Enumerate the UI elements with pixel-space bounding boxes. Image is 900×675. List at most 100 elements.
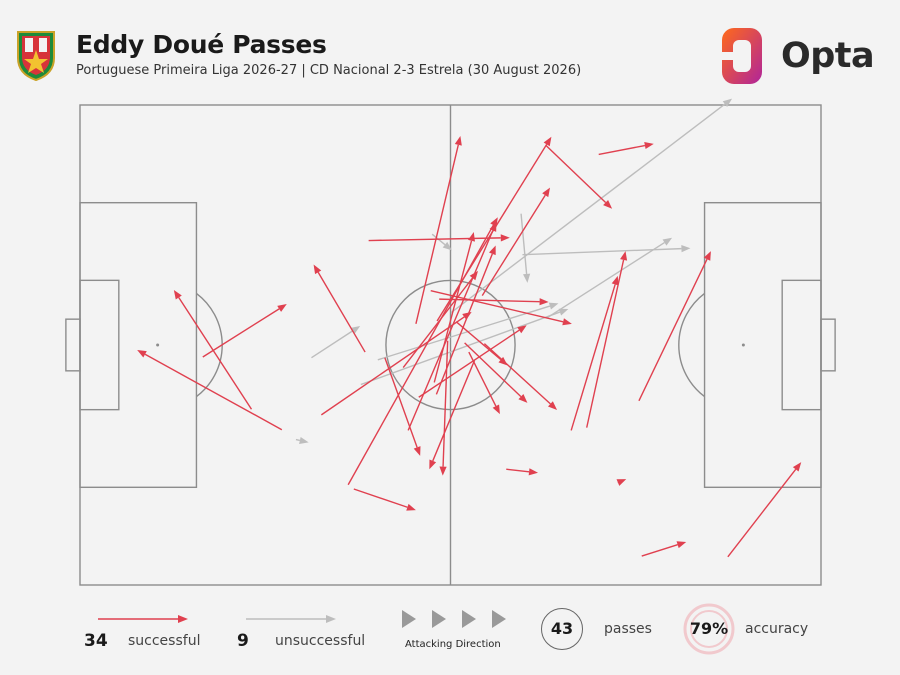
successful-pass-arrow: [455, 321, 508, 366]
penalty-box-right: [703, 201, 822, 489]
legend-unsuccessful-arrowhead: [326, 615, 336, 623]
direction-triangle-icon: [432, 610, 446, 628]
successful-pass-arrow: [638, 251, 711, 402]
pass-arrowhead: [350, 325, 361, 334]
pass-line: [178, 297, 253, 410]
pass-line: [586, 259, 625, 428]
successful-pass-arrow: [137, 349, 283, 431]
pass-line: [384, 357, 418, 448]
successful-pass-arrow: [727, 462, 802, 558]
successful-pass-arrow: [483, 343, 558, 410]
unsuccessful-pass-arrow: [377, 302, 559, 361]
pass-arrowhead: [469, 270, 479, 281]
successful-pass-arrow: [418, 325, 527, 398]
six-yard-box-left: [79, 279, 120, 411]
pass-arrowhead: [492, 404, 500, 415]
pass-arrowhead: [539, 298, 549, 306]
successful-pass-arrow: [433, 232, 475, 383]
page-title: Eddy Doué Passes: [76, 30, 327, 59]
pass-arrowhead: [498, 356, 508, 366]
pass-line: [402, 277, 474, 369]
pass-arrowhead: [468, 232, 475, 242]
legend-successful-arrowhead: [178, 615, 188, 623]
successful-pass-arrow: [641, 541, 687, 557]
successful-pass-arrow: [353, 488, 416, 511]
unsuccessful-pass-arrow: [360, 308, 569, 386]
successful-pass-arrow: [545, 144, 613, 209]
accuracy-ring-outer: [683, 603, 735, 655]
successful-pass-arrow: [368, 234, 510, 242]
pass-line: [506, 468, 530, 473]
accuracy-badge: 79%: [684, 604, 734, 654]
unsuccessful-label: unsuccessful: [275, 633, 366, 649]
opta-wordmark: Opta: [781, 36, 875, 76]
pass-line: [520, 213, 528, 274]
pass-line: [435, 253, 493, 395]
pass-arrowhead: [547, 401, 558, 410]
pass-arrowhead: [558, 308, 569, 316]
pass-arrowhead: [137, 349, 147, 358]
successful-pass-arrow: [570, 275, 619, 431]
pass-line: [481, 194, 546, 296]
pass-line: [433, 240, 473, 383]
pass-line: [598, 144, 646, 156]
attacking-direction-label: Attacking Direction: [405, 639, 501, 650]
pass-arrowhead: [277, 304, 287, 312]
legend: 34 successful 9 unsuccessful: [0, 596, 900, 675]
pass-arrowhead: [500, 234, 510, 242]
pass-arrowhead: [620, 251, 628, 261]
pass-line: [450, 103, 726, 314]
penalty-arc-right: [678, 292, 705, 398]
direction-triangle-icon: [462, 610, 476, 628]
successful-pass-arrow: [616, 479, 627, 486]
pass-line: [368, 237, 501, 242]
unsuccessful-pass-arrow: [546, 237, 673, 319]
pass-arrowhead: [439, 466, 447, 476]
pass-line: [320, 316, 465, 416]
pass-line: [360, 311, 561, 386]
pass-arrowhead: [518, 394, 528, 403]
pass-line: [546, 241, 665, 319]
pass-arrowhead: [413, 446, 421, 456]
pass-arrowhead: [792, 462, 802, 472]
pass-line: [436, 144, 548, 322]
penalty-spot-right: [741, 343, 745, 347]
pass-line: [464, 342, 522, 398]
pass-line: [483, 343, 551, 405]
pass-line: [377, 305, 551, 361]
pass-line: [418, 329, 520, 398]
pass-line: [407, 230, 494, 431]
unsuccessful-pass-arrow: [295, 436, 309, 444]
pass-arrowhead: [528, 468, 539, 476]
successful-pass-arrow: [415, 136, 462, 324]
unsuccessful-pass-arrow: [522, 245, 691, 256]
pass-arrowhead: [173, 289, 182, 300]
successful-pass-arrow: [435, 245, 496, 395]
successful-count: 34: [84, 631, 108, 651]
pass-arrowhead: [644, 141, 654, 150]
pass-line: [638, 258, 708, 402]
direction-triangle-icon: [492, 610, 506, 628]
pass-line: [295, 438, 301, 442]
pass-arrowhead: [406, 503, 416, 511]
successful-pass-arrow: [481, 187, 551, 296]
pass-arrowhead: [548, 302, 559, 310]
pass-arrowhead: [442, 241, 452, 251]
page-subtitle: Portuguese Primeira Liga 2026-27 | CD Na…: [76, 63, 582, 78]
pass-line: [430, 289, 564, 323]
pass-arrowhead: [676, 541, 687, 549]
successful-pass-arrow: [464, 342, 528, 403]
successful-pass-arrow: [430, 289, 572, 326]
pass-line: [468, 351, 497, 407]
pass-arrowhead: [488, 245, 496, 256]
estrela-crest-icon: [17, 31, 55, 82]
goal-left: [65, 318, 81, 372]
pass-arrowhead: [299, 436, 309, 444]
successful-pass-arrow: [506, 468, 539, 476]
pass-arrows: [137, 98, 802, 558]
successful-pass-arrow: [347, 217, 498, 486]
pass-line: [347, 224, 495, 486]
unsuccessful-count: 9: [237, 631, 249, 651]
pass-arrowhead: [454, 136, 462, 146]
pass-line: [455, 321, 502, 361]
